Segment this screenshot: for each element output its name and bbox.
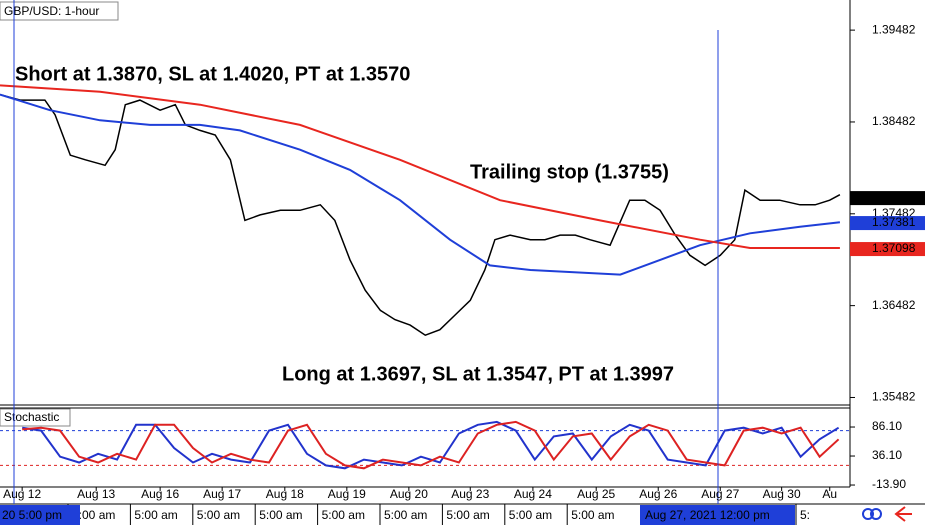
icon[interactable] [894,506,912,522]
time-label: 5:00 am [571,508,614,522]
x-tick-label: Aug 18 [266,487,304,501]
panel-title: Stochastic [4,410,59,424]
y-tick-label: 1.39482 [872,22,916,36]
price-label-box [850,242,925,257]
x-tick-label: Aug 25 [577,487,615,501]
x-tick-label: Aug 16 [141,487,179,501]
price-label: 1.37381 [872,215,916,229]
cursor-time-box [640,505,795,525]
x-tick-label: Aug 27 [701,487,739,501]
series-line [0,93,841,337]
icon[interactable] [862,508,874,520]
price-label: 1.37653 [872,190,916,204]
annotation: Long at 1.3697, SL at 1.3547, PT at 1.39… [282,363,674,385]
cursor-time: 20 5:00 pm [2,508,62,522]
cursor-time: Aug 27, 2021 12:00 pm [645,508,770,522]
time-label: 5:00 am [384,508,427,522]
x-tick-label: Aug 30 [763,487,801,501]
series-line [0,84,840,249]
y-tick-label: 86.10 [872,419,902,433]
x-tick-label: Aug 20 [390,487,428,501]
cursor-time-box [0,505,80,525]
x-tick-label: Aug 17 [203,487,241,501]
x-tick-label: Aug 26 [639,487,677,501]
y-tick-label: 1.35482 [872,390,916,404]
series-line [0,93,841,276]
icon[interactable] [870,508,882,520]
x-tick-label: Au [822,487,837,501]
time-label: 5:00 am [134,508,177,522]
series-line [22,420,840,470]
time-label: 5:00 am [509,508,552,522]
time-label: 5:00 am [197,508,240,522]
plot [0,84,850,470]
x-tick-label: Aug 19 [328,487,366,501]
y-tick-label: -13.90 [872,477,906,491]
time-label: 5:00 am [259,508,302,522]
time-label: 5: [800,508,810,522]
title-box [0,408,71,427]
x-tick-label: Aug 23 [451,487,489,501]
chart-title: GBP/USD: 1-hour [4,4,99,18]
x-tick-label: Aug 13 [77,487,115,501]
price-label: 1.37098 [872,241,916,255]
series-line [22,420,840,470]
y-tick-label: 36.10 [872,448,902,462]
x-tick-label: Aug 12 [3,487,41,501]
time-label: 5:00 am [446,508,489,522]
y-tick-label: 1.38482 [872,114,916,128]
annotation: Trailing stop (1.3755) [470,161,669,183]
price-label-box [850,191,925,206]
time-label: 5:00 am [72,508,115,522]
annotation: Short at 1.3870, SL at 1.4020, PT at 1.3… [15,63,410,85]
title-box [0,1,119,21]
price-label-box [850,216,925,231]
toolbar-icons [862,506,912,522]
x-tick-label: Aug 24 [514,487,552,501]
y-tick-label: 1.36482 [872,298,916,312]
time-label: 5:00 am [322,508,365,522]
